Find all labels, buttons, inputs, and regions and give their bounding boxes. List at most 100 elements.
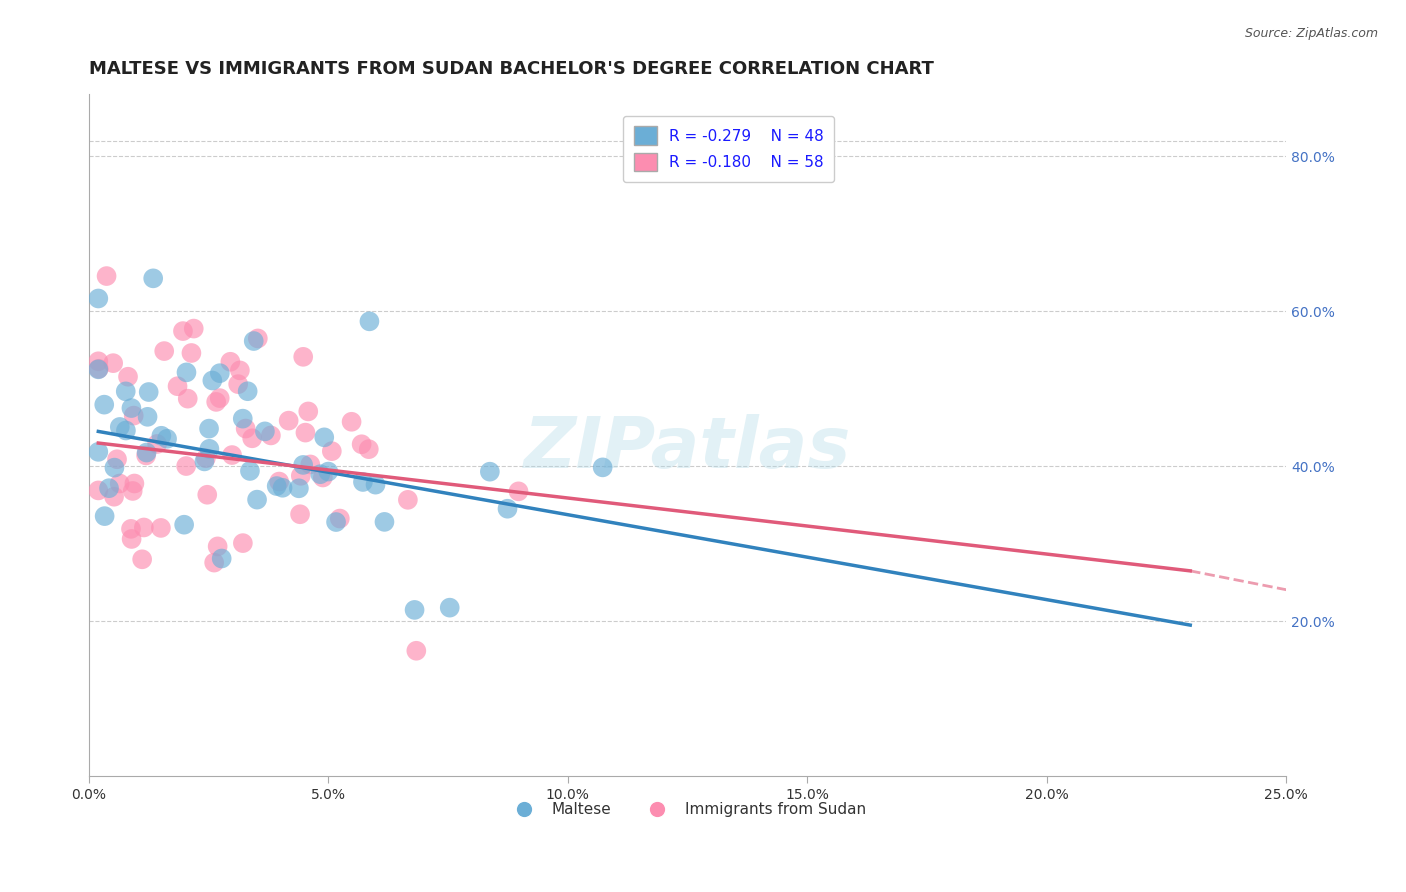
Point bbox=[98, 481, 121, 495]
Point bbox=[108, 476, 131, 491]
Point bbox=[121, 532, 143, 546]
Point bbox=[235, 421, 257, 435]
Point bbox=[288, 481, 311, 495]
Point bbox=[396, 492, 419, 507]
Point bbox=[221, 448, 243, 462]
Point bbox=[201, 374, 224, 388]
Point bbox=[136, 409, 159, 424]
Point bbox=[177, 392, 200, 406]
Point bbox=[108, 420, 131, 434]
Point bbox=[103, 490, 125, 504]
Point bbox=[198, 442, 221, 456]
Point bbox=[288, 508, 311, 522]
Point bbox=[340, 415, 363, 429]
Point bbox=[87, 354, 110, 368]
Point bbox=[172, 324, 194, 338]
Point bbox=[121, 483, 143, 498]
Point bbox=[208, 366, 231, 380]
Point bbox=[180, 346, 202, 360]
Point bbox=[271, 481, 294, 495]
Point bbox=[242, 334, 264, 348]
Point bbox=[260, 428, 283, 442]
Point bbox=[174, 458, 197, 473]
Point bbox=[350, 437, 373, 451]
Point bbox=[93, 509, 115, 524]
Point bbox=[124, 476, 146, 491]
Text: Source: ZipAtlas.com: Source: ZipAtlas.com bbox=[1244, 27, 1378, 40]
Point bbox=[156, 432, 179, 446]
Point bbox=[122, 409, 145, 423]
Point bbox=[87, 292, 110, 306]
Point bbox=[120, 522, 142, 536]
Point bbox=[149, 521, 172, 535]
Point bbox=[478, 465, 501, 479]
Point bbox=[352, 475, 374, 489]
Point bbox=[240, 431, 263, 445]
Point bbox=[229, 363, 252, 377]
Point bbox=[105, 452, 128, 467]
Point bbox=[277, 414, 299, 428]
Point bbox=[135, 449, 157, 463]
Point bbox=[329, 511, 352, 525]
Point bbox=[299, 458, 322, 472]
Point bbox=[321, 444, 343, 458]
Point bbox=[309, 467, 332, 482]
Point bbox=[194, 451, 217, 466]
Point bbox=[87, 445, 110, 459]
Point bbox=[219, 355, 242, 369]
Point bbox=[232, 411, 254, 425]
Point bbox=[290, 468, 312, 483]
Point bbox=[131, 552, 153, 566]
Point bbox=[114, 384, 136, 399]
Point bbox=[101, 356, 124, 370]
Point bbox=[294, 425, 316, 440]
Point bbox=[226, 377, 249, 392]
Point bbox=[135, 445, 157, 459]
Point bbox=[115, 424, 138, 438]
Point bbox=[120, 401, 142, 415]
Point bbox=[205, 395, 228, 409]
Point bbox=[297, 404, 319, 418]
Point bbox=[246, 331, 269, 345]
Point bbox=[183, 321, 205, 335]
Point bbox=[93, 398, 115, 412]
Point bbox=[239, 464, 262, 478]
Point bbox=[439, 600, 461, 615]
Point bbox=[142, 271, 165, 285]
Point bbox=[132, 520, 155, 534]
Point bbox=[357, 442, 380, 457]
Point bbox=[103, 460, 125, 475]
Point bbox=[496, 501, 519, 516]
Point bbox=[325, 515, 347, 529]
Point bbox=[198, 421, 221, 435]
Point bbox=[246, 492, 269, 507]
Point bbox=[359, 314, 381, 328]
Point bbox=[373, 515, 395, 529]
Point bbox=[87, 483, 110, 498]
Point bbox=[195, 488, 218, 502]
Point bbox=[592, 460, 614, 475]
Point bbox=[269, 475, 291, 489]
Point bbox=[253, 425, 276, 439]
Point bbox=[266, 479, 288, 493]
Point bbox=[96, 268, 118, 283]
Legend: Maltese, Immigrants from Sudan: Maltese, Immigrants from Sudan bbox=[503, 796, 872, 823]
Point bbox=[87, 361, 110, 376]
Point bbox=[314, 430, 336, 444]
Point bbox=[176, 365, 198, 379]
Point bbox=[87, 362, 110, 376]
Text: MALTESE VS IMMIGRANTS FROM SUDAN BACHELOR'S DEGREE CORRELATION CHART: MALTESE VS IMMIGRANTS FROM SUDAN BACHELO… bbox=[89, 60, 934, 78]
Point bbox=[508, 484, 530, 499]
Point bbox=[232, 536, 254, 550]
Point bbox=[207, 540, 229, 554]
Point bbox=[312, 470, 335, 484]
Text: ZIPatlas: ZIPatlas bbox=[523, 415, 851, 483]
Point bbox=[405, 644, 427, 658]
Point bbox=[364, 477, 387, 491]
Point bbox=[117, 369, 139, 384]
Point bbox=[193, 454, 215, 468]
Point bbox=[236, 384, 259, 399]
Point bbox=[150, 429, 173, 443]
Point bbox=[292, 350, 315, 364]
Point bbox=[202, 556, 225, 570]
